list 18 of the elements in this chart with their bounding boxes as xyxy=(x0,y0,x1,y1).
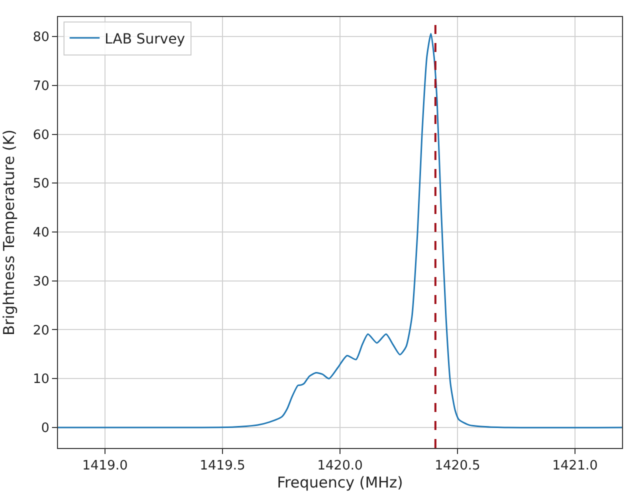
x-axis-title: Frequency (MHz) xyxy=(276,474,404,492)
legend-label: LAB Survey xyxy=(104,31,186,48)
x-tick-label: 1421.0 xyxy=(552,458,598,474)
x-tick-label: 1420.5 xyxy=(434,458,480,474)
y-tick-label: 40 xyxy=(32,226,50,241)
x-tick-label: 1419.5 xyxy=(200,458,246,474)
y-tick-label: 60 xyxy=(32,128,50,143)
y-tick-label: 10 xyxy=(32,372,50,388)
y-tick-label: 30 xyxy=(32,274,50,290)
y-axis-title: Brightness Temperature (K) xyxy=(0,130,18,336)
y-tick-label: 50 xyxy=(32,176,50,192)
y-tick-label: 70 xyxy=(32,78,50,94)
x-tick-label: 1419.0 xyxy=(82,458,128,474)
y-tick-label: 0 xyxy=(41,421,50,436)
x-tick-label: 1420.0 xyxy=(317,458,363,474)
line-series xyxy=(58,32,622,428)
y-tick-label: 20 xyxy=(32,323,50,338)
y-tick-label: 80 xyxy=(32,30,50,46)
